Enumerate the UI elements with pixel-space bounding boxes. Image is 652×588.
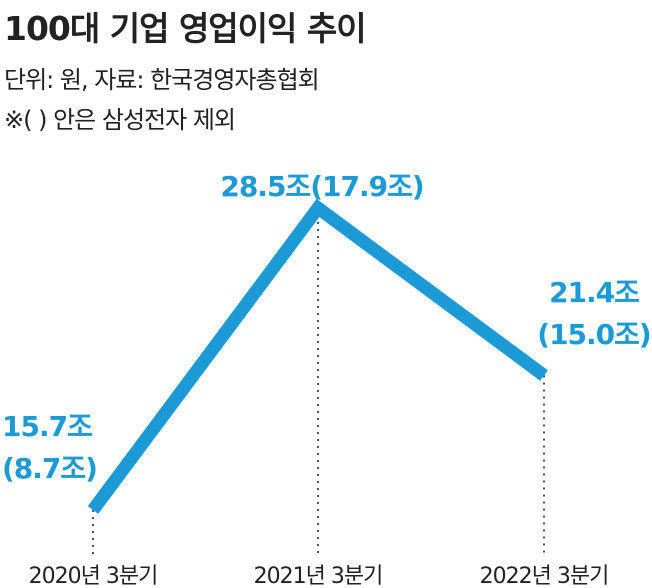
data-label-0: 15.7조 bbox=[2, 410, 92, 443]
footnote: ※( ) 안은 삼성전자 제외 bbox=[4, 106, 236, 134]
sub-label-2: (15.0조) bbox=[537, 318, 650, 351]
sub-label-0: (8.7조) bbox=[2, 452, 97, 485]
data-point-2 bbox=[543, 374, 545, 377]
data-point-0 bbox=[92, 509, 94, 511]
data-label-1: 28.5조(17.9조) bbox=[220, 170, 423, 203]
data-label-2: 21.4조 bbox=[549, 276, 639, 309]
unit-source-note: 단위: 원, 자료: 한국경영자총협회 bbox=[4, 66, 320, 94]
x-tick-label-2: 2022년 3분기 bbox=[480, 564, 609, 588]
series-line bbox=[87, 198, 548, 514]
x-tick-label-0: 2020년 3분기 bbox=[29, 564, 158, 588]
chart-title: 100대 기업 영업이익 추이 bbox=[4, 9, 367, 48]
data-point-1 bbox=[317, 207, 319, 209]
x-tick-label-1: 2021년 3분기 bbox=[254, 564, 383, 588]
